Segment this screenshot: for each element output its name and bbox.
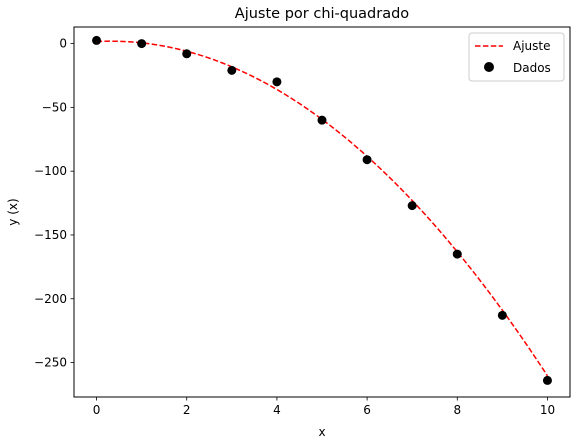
plot-area [92,35,552,385]
x-tick-label: 10 [540,403,555,417]
data-points-group [92,35,552,385]
y-tick-label: −250 [34,356,67,370]
x-tick-label: 6 [363,403,371,417]
x-tick-label: 0 [93,403,101,417]
x-tick-label: 2 [183,403,191,417]
data-point [452,249,462,259]
data-point [542,375,552,385]
y-axis: 0 −50 −100 −150 −200 −250 [34,37,74,370]
legend-dados-marker [484,62,494,72]
y-tick-label: −100 [34,164,67,178]
x-axis: 0 2 4 6 8 10 [93,397,555,417]
y-tick-label: −50 [42,100,67,114]
legend: Ajuste Dados [468,32,565,82]
x-axis-label: x [318,425,325,439]
y-tick-label: 0 [59,37,67,51]
x-tick-label: 8 [453,403,461,417]
data-point [182,49,192,59]
data-point [227,65,237,75]
data-point [497,310,507,320]
y-axis-label: y (x) [6,198,20,225]
legend-dados-label: Dados [513,61,551,75]
fit-line [96,40,549,377]
data-point [272,77,282,87]
data-point [407,201,417,211]
data-point [137,39,147,49]
y-tick-label: −200 [34,292,67,306]
chart-title: Ajuste por chi-quadrado [235,6,410,22]
data-point [317,115,327,125]
plot-frame [73,26,571,398]
x-tick-label: 4 [273,403,281,417]
data-point [92,35,102,45]
data-point [362,155,372,165]
y-tick-label: −150 [34,228,67,242]
legend-ajuste-label: Ajuste [513,39,551,53]
fit-line-group [96,40,549,377]
